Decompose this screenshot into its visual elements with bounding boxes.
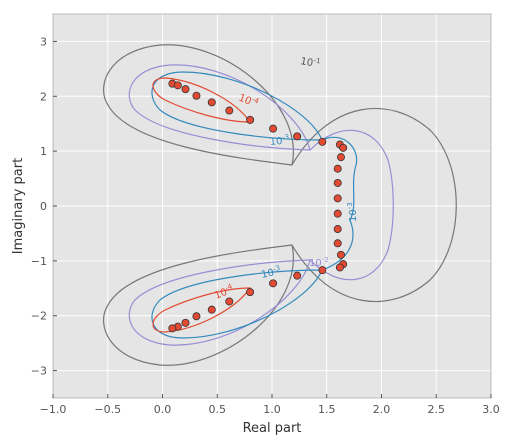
axis-ticks: −1.0 −0.5 0.0 0.5 1.0 1.5 2.0 2.5 3.0 −3 −2 −1 0 1 2 3 (31, 35, 500, 416)
contour-label-1e-3-bottom: 10-3 (260, 264, 282, 281)
x-tick-label: −0.5 (94, 403, 121, 416)
contour-lines (103, 44, 457, 366)
y-tick-label: 1 (40, 145, 47, 158)
scatter-point (333, 164, 342, 173)
scatter-point (318, 137, 327, 146)
scatter-point (293, 132, 302, 141)
scatter-point (192, 312, 201, 321)
scatter-point (269, 279, 278, 288)
scatter-point (333, 225, 342, 234)
y-tick-label: −2 (31, 310, 47, 323)
y-tick-label: 2 (40, 90, 47, 103)
x-axis-label: Real part (243, 421, 302, 436)
contour-label-1e-1: 10-1 (299, 54, 321, 70)
scatter-point (246, 115, 255, 124)
scatter-point (246, 288, 255, 297)
contour-1e-3 (151, 71, 358, 339)
contour-label-1e-4-top: 10-4 (237, 91, 261, 111)
scatter-point (225, 297, 234, 306)
contour-label-1e-3-top: 10-3 (269, 133, 290, 148)
x-tick-label: 3.0 (482, 403, 500, 416)
y-tick-label: −3 (31, 365, 47, 378)
scatter-point (333, 178, 342, 187)
contour-1e-2 (128, 64, 394, 346)
contour-label-1e-3-right: 10-3 (346, 202, 359, 222)
scatter-point (181, 318, 190, 327)
x-tick-label: 1.5 (318, 403, 336, 416)
scatter-point (333, 239, 342, 248)
x-tick-label: 2.0 (373, 403, 391, 416)
contour-1e-1 (103, 44, 457, 366)
scatter-point (333, 209, 342, 218)
contour-label-1e-4-bottom: 10-4 (212, 282, 236, 302)
y-tick-label: 0 (40, 200, 47, 213)
scatter-point (336, 250, 345, 259)
y-tick-label: 3 (40, 35, 47, 48)
y-axis-label: Imaginary part (11, 158, 26, 254)
scatter-point (173, 81, 182, 90)
contour-1e-4 (152, 77, 252, 333)
scatter-point (293, 271, 302, 280)
x-tick-label: −1.0 (40, 403, 67, 416)
scatter-point (181, 85, 190, 94)
scatter-point (336, 153, 345, 162)
scatter-point (339, 143, 348, 152)
y-tick-label: −1 (31, 255, 47, 268)
scatter-point (333, 194, 342, 203)
scatter-points (168, 79, 348, 333)
x-tick-label: 2.5 (428, 403, 446, 416)
scatter-point (269, 124, 278, 133)
contour-labels: 10-1 10-2 10-3 10-3 10-3 10-4 10-4 (212, 54, 359, 302)
x-tick-label: 1.0 (263, 403, 281, 416)
x-tick-label: 0.0 (154, 403, 172, 416)
scatter-point (207, 98, 216, 107)
scatter-point (207, 305, 216, 314)
scatter-point (225, 106, 234, 115)
x-tick-label: 0.5 (209, 403, 227, 416)
scatter-point (192, 91, 201, 100)
scatter-point (318, 266, 327, 275)
contour-label-1e-2: 10-2 (309, 256, 329, 269)
scatter-point (335, 263, 344, 272)
scatter-point (168, 324, 177, 333)
